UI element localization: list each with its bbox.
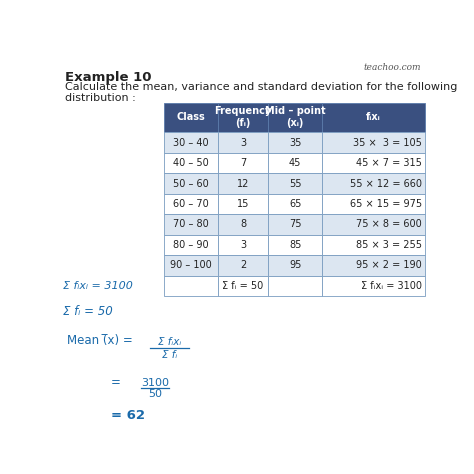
Text: 65: 65 <box>289 199 301 209</box>
Text: 2: 2 <box>240 260 246 270</box>
Bar <box>268 153 322 173</box>
Text: 60 – 70: 60 – 70 <box>173 199 209 209</box>
Bar <box>164 132 219 153</box>
Text: = 62: = 62 <box>110 409 145 422</box>
Text: 65 × 15 = 975: 65 × 15 = 975 <box>350 199 422 209</box>
Text: =: = <box>110 376 120 389</box>
Bar <box>164 275 219 296</box>
Bar <box>268 173 322 194</box>
Bar <box>322 153 425 173</box>
Bar <box>164 235 219 255</box>
Bar <box>322 102 425 132</box>
Text: Σ fᵢxᵢ: Σ fᵢxᵢ <box>158 337 181 347</box>
Text: 95 × 2 = 190: 95 × 2 = 190 <box>356 260 422 270</box>
Text: Class: Class <box>177 112 206 122</box>
Bar <box>268 235 322 255</box>
Bar <box>164 194 219 214</box>
Bar <box>219 173 268 194</box>
Text: 40 – 50: 40 – 50 <box>173 158 209 168</box>
Bar <box>219 102 268 132</box>
Text: 85 × 3 = 255: 85 × 3 = 255 <box>356 240 422 250</box>
Text: Σ fᵢ = 50: Σ fᵢ = 50 <box>63 305 113 318</box>
Bar <box>322 255 425 275</box>
Text: 35 ×  3 = 105: 35 × 3 = 105 <box>353 137 422 147</box>
Bar <box>219 255 268 275</box>
Text: 70 – 80: 70 – 80 <box>173 219 209 229</box>
Bar <box>322 132 425 153</box>
Bar <box>322 214 425 235</box>
Bar <box>219 214 268 235</box>
Text: Σ fᵢ = 50: Σ fᵢ = 50 <box>222 281 264 291</box>
Text: 50 – 60: 50 – 60 <box>173 179 209 189</box>
Text: 85: 85 <box>289 240 301 250</box>
Text: 75 × 8 = 600: 75 × 8 = 600 <box>356 219 422 229</box>
Text: teachoo.com: teachoo.com <box>364 64 421 73</box>
Text: 95: 95 <box>289 260 301 270</box>
Text: Calculate the mean, variance and standard deviation for the following: Calculate the mean, variance and standar… <box>65 82 457 92</box>
Text: 8: 8 <box>240 219 246 229</box>
Text: 50: 50 <box>148 389 162 399</box>
Bar <box>164 153 219 173</box>
Bar <box>219 235 268 255</box>
Text: Σ fᵢ: Σ fᵢ <box>162 350 177 360</box>
Text: 30 – 40: 30 – 40 <box>173 137 209 147</box>
Text: distribution :: distribution : <box>65 93 136 103</box>
Bar <box>219 132 268 153</box>
Text: 45 × 7 = 315: 45 × 7 = 315 <box>356 158 422 168</box>
Bar <box>164 102 219 132</box>
Bar <box>164 214 219 235</box>
Text: 45: 45 <box>289 158 301 168</box>
Bar <box>322 275 425 296</box>
Text: 90 – 100: 90 – 100 <box>170 260 212 270</box>
Bar <box>219 153 268 173</box>
Bar <box>268 194 322 214</box>
Bar <box>268 102 322 132</box>
Text: 55: 55 <box>289 179 301 189</box>
Bar <box>268 255 322 275</box>
Bar <box>164 255 219 275</box>
Bar <box>268 214 322 235</box>
Text: Frequency
(fᵢ): Frequency (fᵢ) <box>214 107 272 128</box>
Bar <box>322 235 425 255</box>
Text: Example 10: Example 10 <box>65 71 151 84</box>
Text: Σ fᵢxᵢ = 3100: Σ fᵢxᵢ = 3100 <box>63 281 133 291</box>
Bar <box>322 173 425 194</box>
Text: 35: 35 <box>289 137 301 147</box>
Bar <box>268 132 322 153</box>
Text: 7: 7 <box>240 158 246 168</box>
Text: Σ fᵢxᵢ = 3100: Σ fᵢxᵢ = 3100 <box>361 281 422 291</box>
Bar <box>322 194 425 214</box>
Text: 80 – 90: 80 – 90 <box>173 240 209 250</box>
Bar <box>164 173 219 194</box>
Text: 3: 3 <box>240 137 246 147</box>
Text: 3100: 3100 <box>141 378 169 388</box>
Text: 55 × 12 = 660: 55 × 12 = 660 <box>350 179 422 189</box>
Text: fᵢxᵢ: fᵢxᵢ <box>366 112 381 122</box>
Bar <box>268 275 322 296</box>
Text: 15: 15 <box>237 199 249 209</box>
Text: 3: 3 <box>240 240 246 250</box>
Text: 75: 75 <box>289 219 301 229</box>
Text: 12: 12 <box>237 179 249 189</box>
Text: Mid – point
(xᵢ): Mid – point (xᵢ) <box>265 107 326 128</box>
Bar <box>219 194 268 214</box>
Text: Mean (̅x) =: Mean (̅x) = <box>66 334 132 347</box>
Bar <box>219 275 268 296</box>
